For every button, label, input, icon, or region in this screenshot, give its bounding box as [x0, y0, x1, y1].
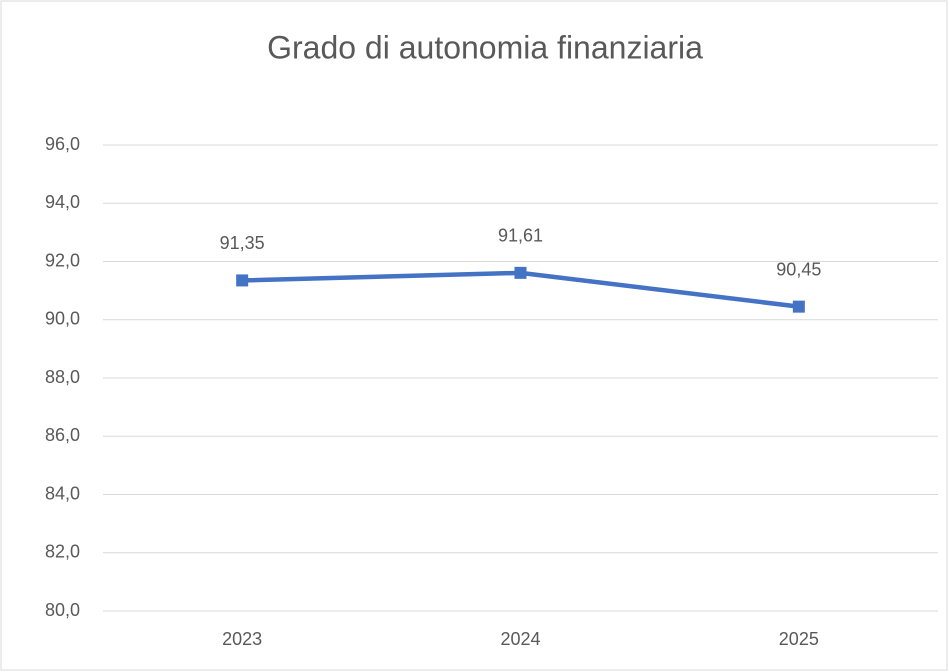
data-marker: [236, 274, 249, 287]
y-tick-label: 88,0: [45, 367, 80, 387]
data-label: 90,45: [776, 259, 821, 279]
y-tick-label: 82,0: [45, 542, 80, 562]
chart-title: Grado di autonomia finanziaria: [267, 29, 703, 65]
y-tick-label: 80,0: [45, 600, 80, 620]
x-tick-label: 2025: [779, 629, 819, 649]
x-tick-label: 2023: [222, 629, 262, 649]
y-tick-label: 84,0: [45, 483, 80, 503]
data-marker: [514, 266, 527, 279]
x-tick-label: 2024: [500, 629, 540, 649]
data-label: 91,35: [220, 233, 265, 253]
data-marker: [792, 300, 805, 313]
y-tick-label: 92,0: [45, 250, 80, 270]
y-tick-label: 94,0: [45, 192, 80, 212]
data-label: 91,61: [498, 226, 543, 246]
y-tick-label: 90,0: [45, 309, 80, 329]
y-tick-label: 96,0: [45, 134, 80, 154]
y-tick-label: 86,0: [45, 425, 80, 445]
